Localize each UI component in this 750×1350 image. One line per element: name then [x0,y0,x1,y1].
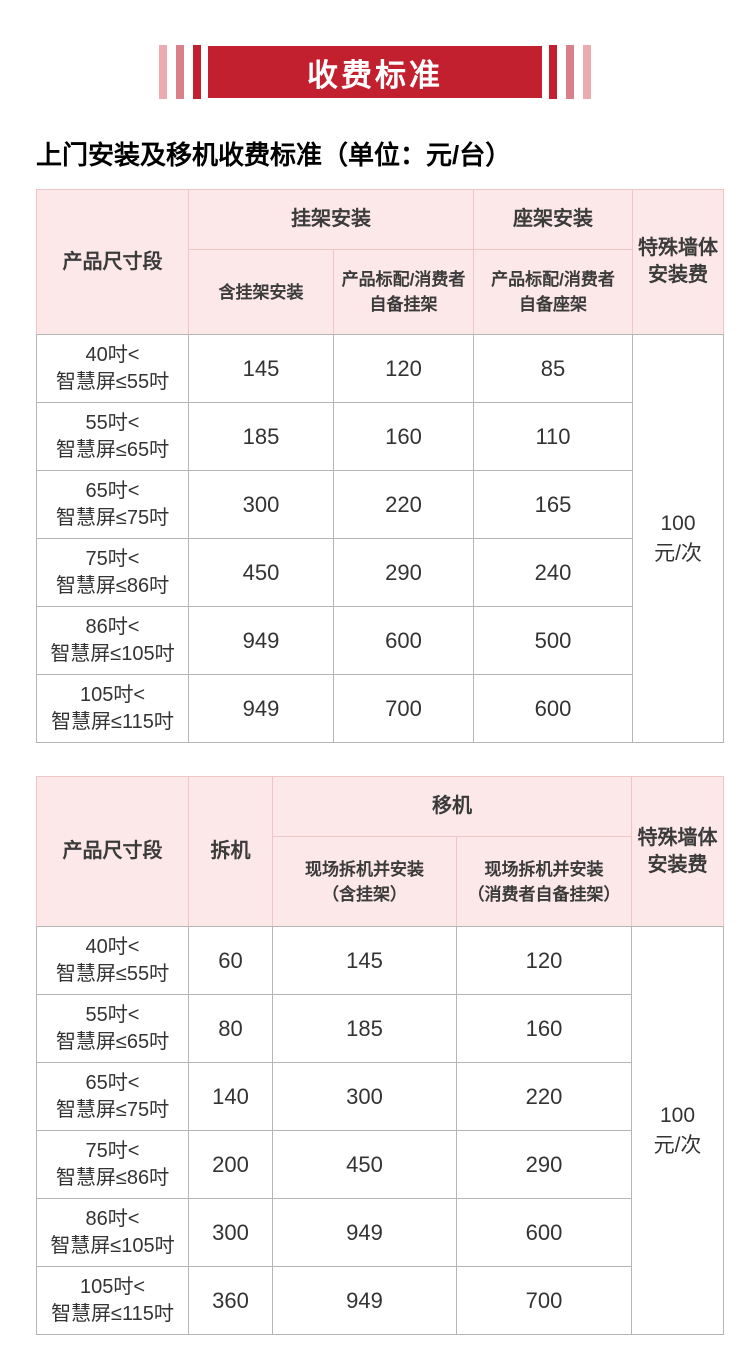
own-stand-price: 600 [473,674,633,743]
standard-or-own-stand-subheader: 产品标配/消费者 自备座架 [473,249,633,335]
uninstall-price: 80 [188,994,273,1063]
stripe-icon [193,45,201,99]
relocate-incl-price: 450 [272,1130,457,1199]
relocate-incl-price: 949 [272,1198,457,1267]
own-stand-price: 85 [473,334,633,403]
relocate-own-price: 290 [456,1130,632,1199]
stand-group-header: 座架安装 [473,189,633,250]
special-wall-fee-cell: 100 元/次 [631,926,724,1335]
relocate-fee-table: 产品尺寸段 拆机 移机 特殊墙体 安装费 现场拆机并安装 （含挂架） 现场拆机并… [36,776,724,1335]
wall-mount-incl-price: 300 [188,470,334,539]
special-wall-fee-header: 特殊墙体 安装费 [632,189,724,335]
relocate-incl-bracket-subheader: 现场拆机并安装 （含挂架） [272,836,457,927]
relocate-incl-price: 185 [272,994,457,1063]
table-row: 55吋< 智慧屏≤65吋 185 160 110 [36,402,724,471]
uninstall-price: 60 [188,926,273,995]
size-range-cell: 75吋< 智慧屏≤86吋 [36,538,189,607]
size-range-cell: 86吋< 智慧屏≤105吋 [36,606,189,675]
size-range-cell: 86吋< 智慧屏≤105吋 [36,1198,189,1267]
wall-mount-incl-price: 450 [188,538,334,607]
size-range-cell: 105吋< 智慧屏≤115吋 [36,1266,189,1335]
own-bracket-price: 600 [333,606,474,675]
own-bracket-price: 290 [333,538,474,607]
own-stand-price: 165 [473,470,633,539]
stripe-icon [176,45,184,99]
size-column-header: 产品尺寸段 [36,776,189,927]
table-row: 65吋< 智慧屏≤75吋 140 300 220 [36,1062,724,1131]
size-range-cell: 65吋< 智慧屏≤75吋 [36,1062,189,1131]
relocate-own-price: 600 [456,1198,632,1267]
special-wall-fee-header: 特殊墙体 安装费 [631,776,724,927]
own-stand-price: 240 [473,538,633,607]
own-bracket-price: 700 [333,674,474,743]
banner-title: 收费标准 [208,46,542,98]
wall-mount-incl-price: 145 [188,334,334,403]
stripe-icon [549,45,557,99]
table-row: 65吋< 智慧屏≤75吋 300 220 165 [36,470,724,539]
header-subrow: 现场拆机并安装 （含挂架） 现场拆机并安装 （消费者自备挂架） [37,836,724,927]
header-row: 产品尺寸段 挂架安装 座架安装 特殊墙体 安装费 [36,189,724,335]
wall-mount-incl-price: 949 [188,606,334,675]
with-bracket-subheader: 含挂架安装 [188,249,334,335]
uninstall-price: 140 [188,1062,273,1131]
uninstall-price: 360 [188,1266,273,1335]
stripe-icon [583,45,591,99]
table-row: 105吋< 智慧屏≤115吋 360 949 700 [36,1266,724,1335]
relocate-incl-price: 300 [272,1062,457,1131]
stripe-icon [159,45,167,99]
standard-or-own-bracket-subheader: 产品标配/消费者 自备挂架 [333,249,474,335]
size-range-cell: 55吋< 智慧屏≤65吋 [36,402,189,471]
size-range-cell: 75吋< 智慧屏≤86吋 [36,1130,189,1199]
table-row: 40吋< 智慧屏≤55吋 60 145 120 100 元/次 [36,926,724,1335]
table-row: 40吋< 智慧屏≤55吋 145 120 85 100 元/次 [36,334,724,743]
header-subrow: 含挂架安装 产品标配/消费者 自备挂架 产品标配/消费者 自备座架 [37,249,724,335]
banner-stripes-left [159,45,201,99]
size-range-cell: 105吋< 智慧屏≤115吋 [36,674,189,743]
install-fee-table: 产品尺寸段 挂架安装 座架安装 特殊墙体 安装费 含挂架安装 产品标配/消费者 … [36,189,724,743]
wall-mount-group-header: 挂架安装 [188,189,474,250]
table-row: 86吋< 智慧屏≤105吋 300 949 600 [36,1198,724,1267]
table-row: 105吋< 智慧屏≤115吋 949 700 600 [36,674,724,743]
relocate-group-header: 移机 [272,776,632,837]
header-row: 产品尺寸段 拆机 移机 特殊墙体 安装费 [36,776,724,927]
size-column-header: 产品尺寸段 [36,189,189,335]
wall-mount-incl-price: 185 [188,402,334,471]
relocate-own-price: 160 [456,994,632,1063]
relocate-own-price: 120 [456,926,632,995]
uninstall-column-header: 拆机 [188,776,273,927]
relocate-incl-price: 949 [272,1266,457,1335]
table-row: 75吋< 智慧屏≤86吋 450 290 240 [36,538,724,607]
own-bracket-price: 160 [333,402,474,471]
relocate-own-price: 220 [456,1062,632,1131]
size-range-cell: 65吋< 智慧屏≤75吋 [36,470,189,539]
table-row: 86吋< 智慧屏≤105吋 949 600 500 [36,606,724,675]
fee-banner: 收费标准 [0,0,750,99]
own-stand-price: 500 [473,606,633,675]
size-range-cell: 55吋< 智慧屏≤65吋 [36,994,189,1063]
stripe-icon [566,45,574,99]
size-range-cell: 40吋< 智慧屏≤55吋 [36,926,189,995]
banner-stripes-right [549,45,591,99]
table-row: 55吋< 智慧屏≤65吋 80 185 160 [36,994,724,1063]
own-bracket-price: 120 [333,334,474,403]
own-bracket-price: 220 [333,470,474,539]
size-range-cell: 40吋< 智慧屏≤55吋 [36,334,189,403]
page-subtitle: 上门安装及移机收费标准（单位：元/台） [36,140,512,170]
relocate-own-price: 700 [456,1266,632,1335]
uninstall-price: 300 [188,1198,273,1267]
relocate-own-bracket-subheader: 现场拆机并安装 （消费者自备挂架） [456,836,632,927]
table-row: 75吋< 智慧屏≤86吋 200 450 290 [36,1130,724,1199]
relocate-incl-price: 145 [272,926,457,995]
wall-mount-incl-price: 949 [188,674,334,743]
special-wall-fee-cell: 100 元/次 [632,334,724,743]
own-stand-price: 110 [473,402,633,471]
uninstall-price: 200 [188,1130,273,1199]
